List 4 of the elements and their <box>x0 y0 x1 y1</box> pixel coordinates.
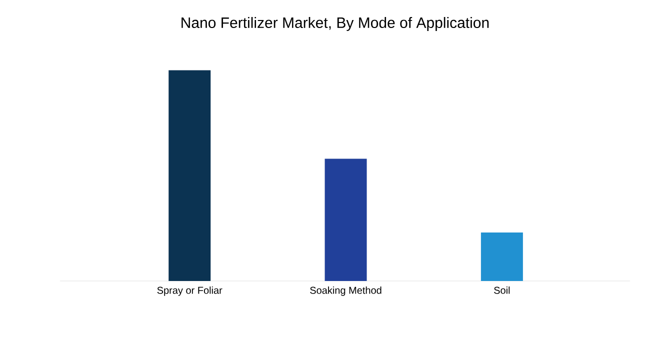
x-tick-label: Spray or Foliar <box>157 286 222 296</box>
x-tick-label: Soaking Method <box>310 286 382 296</box>
chart-title: Nano Fertilizer Market, By Mode of Application <box>182 17 489 31</box>
x-tick-label: Soil <box>494 286 510 294</box>
